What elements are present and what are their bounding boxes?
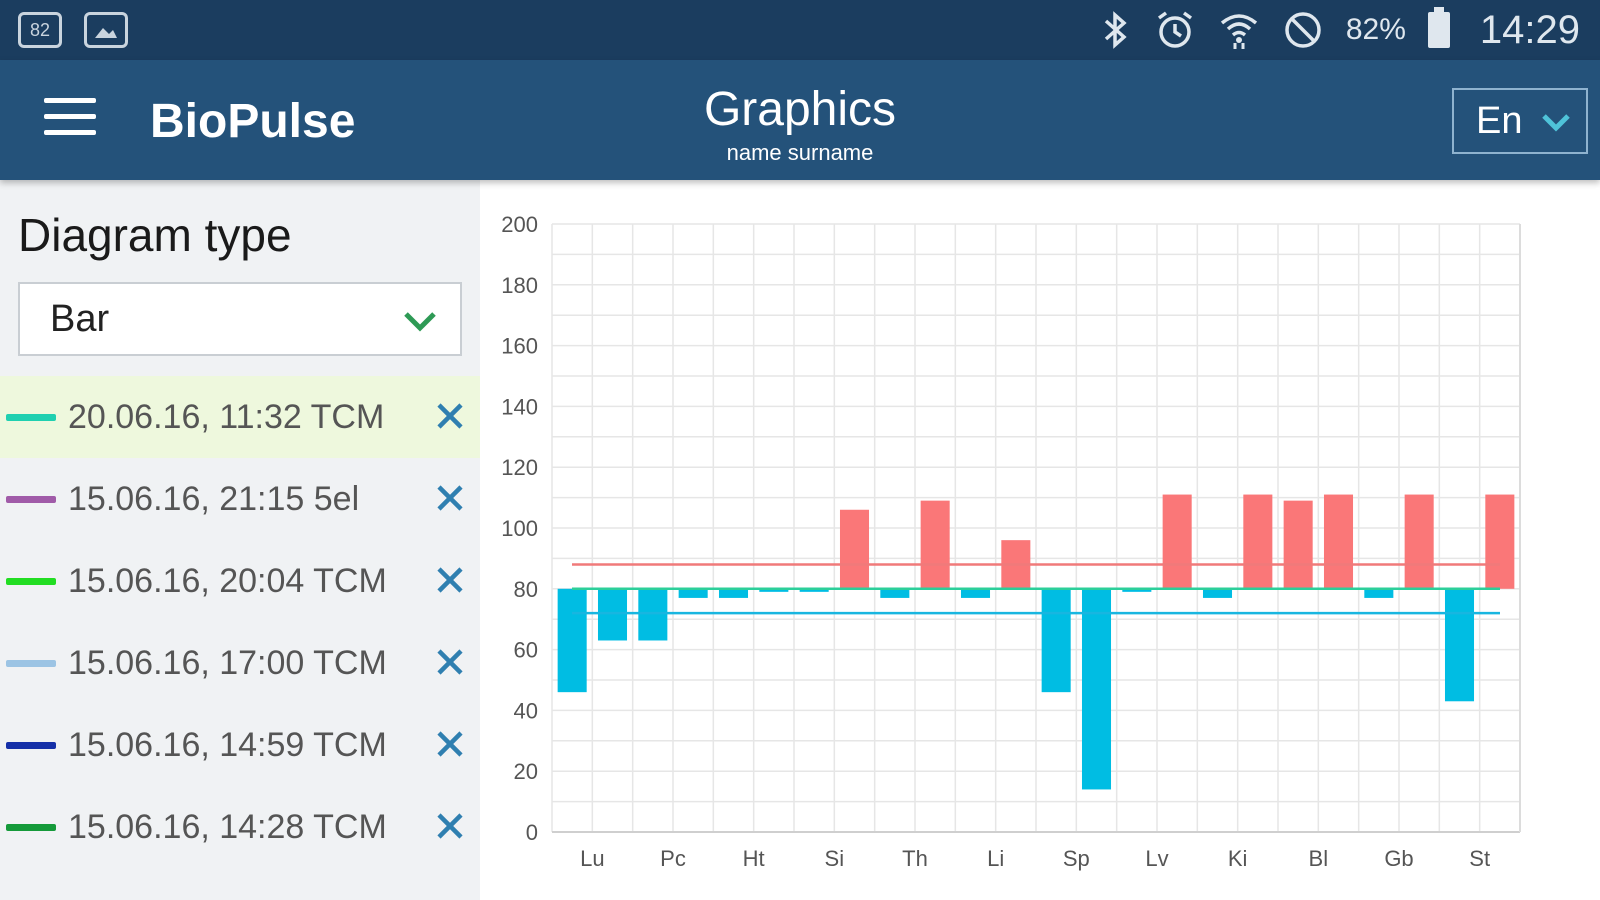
close-icon[interactable] [430, 396, 470, 436]
bar [1243, 494, 1273, 589]
series-color-swatch [6, 495, 56, 503]
x-tick-label: Gb [1384, 846, 1413, 871]
bar [960, 588, 991, 598]
measurement-item[interactable]: 15.06.16, 17:00 TCM [0, 622, 480, 704]
chevron-down-icon [404, 312, 436, 332]
status-bar: 82 82% 14:29 [0, 0, 1600, 60]
measurement-label: 15.06.16, 14:59 TCM [68, 725, 387, 764]
battery-icon [1427, 7, 1450, 48]
app-bar: BioPulse Graphics name surname En [0, 60, 1600, 180]
alarm-icon [1157, 11, 1192, 48]
y-tick-label: 60 [514, 638, 538, 663]
measurement-list: 20.06.16, 11:32 TCM 15.06.16, 21:15 5el 15… [0, 376, 480, 868]
close-icon[interactable] [430, 642, 470, 682]
bar [638, 588, 668, 641]
y-tick-label: 140 [501, 394, 538, 419]
x-tick-label: Li [987, 846, 1004, 871]
bar-chart: 0 20 40 60 80 100 120 140 160 180 200 Lu Pc Ht Si Th Li S… [480, 180, 1600, 900]
chevron-down-icon [1542, 114, 1570, 132]
chart-canvas: 0 20 40 60 80 100 120 140 160 180 200 Lu Pc Ht Si Th Li S… [501, 212, 1521, 871]
bar [597, 588, 628, 641]
status-left-icons: 82 [18, 12, 128, 48]
y-tick-label: 160 [501, 334, 538, 359]
measurement-item[interactable]: 15.06.16, 21:15 5el [0, 458, 480, 540]
y-tick-label: 200 [501, 212, 538, 237]
y-tick-label: 120 [501, 455, 538, 480]
measurement-item[interactable]: 20.06.16, 11:32 TCM [0, 376, 480, 458]
y-tick-label: 20 [514, 759, 538, 784]
series-color-swatch [6, 577, 56, 585]
bar [1041, 588, 1071, 693]
bar [920, 500, 950, 589]
series-color-swatch [6, 413, 56, 421]
close-icon[interactable] [430, 478, 470, 518]
notification-count: 82 [29, 19, 51, 40]
close-icon[interactable] [430, 806, 470, 846]
series-color-swatch [6, 659, 56, 667]
menu-icon[interactable] [44, 98, 96, 142]
bar [678, 588, 708, 598]
language-select[interactable]: En [1452, 88, 1588, 154]
do-not-disturb-icon [1285, 12, 1321, 48]
bar [1122, 588, 1152, 592]
x-tick-label: Bl [1309, 846, 1329, 871]
bar [799, 588, 829, 592]
app-name: BioPulse [150, 95, 356, 148]
series-color-swatch [6, 741, 56, 749]
bar [718, 588, 749, 598]
measurement-item[interactable]: 15.06.16, 14:28 TCM [0, 786, 480, 868]
diagram-type-value: Bar [50, 297, 110, 340]
bar [1404, 494, 1434, 589]
measurement-label: 15.06.16, 21:15 5el [68, 479, 360, 518]
status-right-icons: 82% 14:29 [1100, 7, 1580, 52]
y-tick-label: 0 [526, 820, 538, 845]
image-icon [84, 12, 128, 48]
y-tick-label: 40 [514, 698, 538, 723]
bar [1283, 500, 1313, 589]
measurement-label: 20.06.16, 11:32 TCM [68, 397, 385, 436]
bar [1444, 588, 1475, 702]
bar [1202, 588, 1233, 598]
bar [839, 509, 870, 589]
measurement-item[interactable]: 15.06.16, 20:04 TCM [0, 540, 480, 622]
close-icon[interactable] [430, 560, 470, 600]
measurement-label: 15.06.16, 14:28 TCM [68, 807, 387, 846]
x-tick-label: Lu [580, 846, 604, 871]
bar [759, 588, 789, 592]
notification-count-icon: 82 [18, 12, 62, 48]
wifi-icon [1220, 14, 1257, 49]
x-tick-label: Lv [1145, 846, 1168, 871]
y-tick-label: 100 [501, 516, 538, 541]
bar [1162, 494, 1192, 589]
bar [1364, 588, 1394, 598]
x-tick-label: Ht [743, 846, 765, 871]
battery-percent: 82% [1345, 13, 1406, 46]
measurement-label: 15.06.16, 17:00 TCM [68, 643, 387, 682]
x-tick-label: Si [825, 846, 845, 871]
diagram-type-heading: Diagram type [18, 209, 292, 261]
x-tick-label: Th [902, 846, 928, 871]
y-tick-label: 180 [501, 273, 538, 298]
bar [880, 588, 910, 598]
measurement-item[interactable]: 15.06.16, 14:59 TCM [0, 704, 480, 786]
clock: 14:29 [1479, 7, 1580, 52]
close-icon[interactable] [430, 724, 470, 764]
x-tick-label: Sp [1063, 846, 1090, 871]
bar [557, 588, 587, 693]
series-color-swatch [6, 823, 56, 831]
x-tick-label: St [1469, 846, 1490, 871]
diagram-type-select[interactable]: Bar [18, 282, 462, 356]
bar [1485, 494, 1515, 589]
language-value: En [1476, 99, 1523, 142]
bar [1323, 494, 1354, 589]
bar [1081, 588, 1112, 790]
sidebar: Diagram type Bar 20.06.16, 11:32 TCM 15.0… [0, 180, 480, 900]
x-tick-label: Ki [1228, 846, 1248, 871]
y-tick-label: 80 [514, 577, 538, 602]
measurement-label: 15.06.16, 20:04 TCM [68, 561, 387, 600]
screen-subtitle: name surname [726, 140, 874, 165]
bluetooth-icon [1104, 11, 1127, 49]
screen-title: Graphics [703, 83, 897, 136]
x-tick-label: Pc [660, 846, 686, 871]
